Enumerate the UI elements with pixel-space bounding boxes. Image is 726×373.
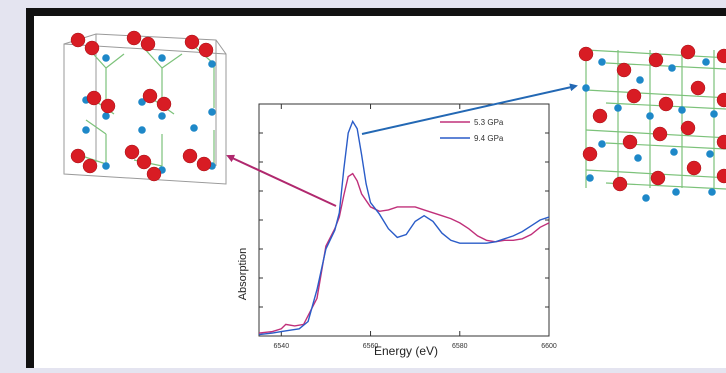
anion-atom	[158, 54, 166, 62]
bond	[161, 53, 183, 69]
anion-atom	[586, 174, 594, 182]
anion-atom	[706, 150, 714, 158]
x-tick-label: 6560	[363, 343, 379, 350]
bond	[85, 119, 107, 135]
series-layer	[258, 119, 550, 336]
cation-atom	[592, 108, 608, 124]
cation-atom	[70, 148, 86, 164]
anion-atom	[208, 108, 216, 116]
series-line-9-4-gpa	[258, 119, 550, 336]
y-axis-label: Absorption	[237, 248, 249, 301]
cation-atom	[652, 126, 668, 142]
legend: 5.3 GPa 9.4 GPa	[440, 118, 504, 143]
x-axis-label: Energy (eV)	[374, 344, 438, 358]
cation-atom	[196, 156, 212, 172]
cation-atom	[716, 92, 726, 108]
bond	[585, 89, 726, 99]
legend-label-9-4-gpa: 9.4 GPa	[474, 134, 504, 143]
axis-ticks: 6540 6560 6580 6600	[259, 104, 557, 350]
anion-atom	[614, 104, 622, 112]
bond	[105, 53, 125, 69]
cation-atom	[578, 46, 594, 62]
crystal-structure-left	[63, 30, 227, 185]
anion-atom	[710, 110, 718, 118]
cation-atom	[126, 30, 142, 46]
cation-atom	[612, 176, 628, 192]
cation-atom	[686, 160, 702, 176]
anion-atom	[634, 154, 642, 162]
cation-atom	[658, 96, 674, 112]
cation-atom	[70, 32, 86, 48]
cation-atom	[716, 134, 726, 150]
x-tick-label: 6600	[541, 343, 557, 350]
cation-atom	[184, 34, 200, 50]
arrow-to-right-structure	[361, 83, 578, 135]
anion-atom	[138, 98, 146, 106]
cation-atom	[84, 40, 100, 56]
anion-atom	[82, 126, 90, 134]
cation-atom	[622, 134, 638, 150]
anion-atom	[668, 64, 676, 72]
anion-atom	[582, 84, 590, 92]
figure-panel: 6540 6560 6580 6600 Energy (eV) Absorption …	[34, 16, 726, 368]
anion-atom	[708, 188, 716, 196]
cation-atom	[582, 146, 598, 162]
crystal-structure-right	[578, 44, 726, 202]
cation-atom	[616, 62, 632, 78]
anion-atom	[102, 112, 110, 120]
cation-atom	[142, 88, 158, 104]
anion-atom	[158, 112, 166, 120]
cation-atom	[136, 154, 152, 170]
anion-atom	[642, 194, 650, 202]
anion-atom	[670, 148, 678, 156]
cation-atom	[146, 166, 162, 182]
anion-atom	[678, 106, 686, 114]
cation-atom	[690, 80, 706, 96]
cation-atom	[86, 90, 102, 106]
arrows	[226, 83, 578, 207]
anion-atom	[190, 124, 198, 132]
anion-atom	[672, 188, 680, 196]
x-tick-label: 6540	[274, 343, 290, 350]
anion-atom	[102, 54, 110, 62]
cation-atom	[182, 148, 198, 164]
cation-atom	[716, 48, 726, 64]
cation-atom	[680, 120, 696, 136]
cation-atom	[156, 96, 172, 112]
anion-atom	[208, 60, 216, 68]
cation-atom	[82, 158, 98, 174]
anion-atom	[138, 126, 146, 134]
anion-atom	[598, 58, 606, 66]
cation-atom	[140, 36, 156, 52]
anion-atom	[598, 140, 606, 148]
cation-atom	[716, 168, 726, 184]
plot-frame	[258, 103, 550, 337]
cation-atom	[648, 52, 664, 68]
cation-atom	[124, 144, 140, 160]
figure-canvas: 6540 6560 6580 6600 Energy (eV) Absorption …	[63, 30, 726, 358]
cation-atom	[100, 98, 116, 114]
cation-atom	[626, 88, 642, 104]
legend-label-5-3-gpa: 5.3 GPa	[474, 118, 504, 127]
xanes-chart: 6540 6560 6580 6600 Energy (eV) Absorption …	[237, 103, 557, 358]
cation-atom	[680, 44, 696, 60]
x-tick-label: 6580	[452, 343, 468, 350]
cation-atom	[650, 170, 666, 186]
anion-atom	[646, 112, 654, 120]
anion-atom	[636, 76, 644, 84]
anion-atom	[702, 58, 710, 66]
anion-atom	[102, 162, 110, 170]
unit-cell-edge	[63, 43, 227, 185]
arrow-to-left-structure	[226, 154, 337, 207]
cation-atom	[198, 42, 214, 58]
